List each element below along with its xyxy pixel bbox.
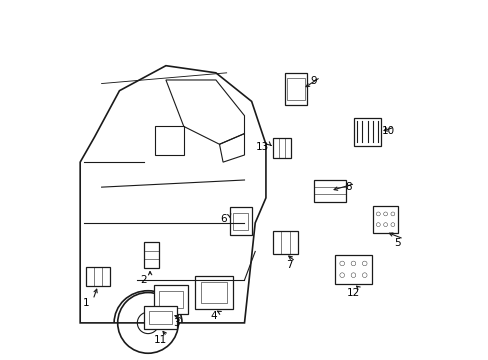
Text: 3: 3 [173, 318, 180, 328]
Bar [201, 282, 227, 303]
Bar [230, 207, 251, 235]
Text: 13: 13 [255, 142, 268, 152]
Bar [149, 311, 171, 324]
Bar [272, 231, 298, 254]
Bar [287, 78, 305, 100]
Text: 7: 7 [285, 260, 292, 270]
Text: 1: 1 [83, 298, 90, 308]
Text: 2: 2 [140, 275, 147, 285]
Bar [313, 180, 346, 202]
Bar [334, 255, 371, 284]
Text: 8: 8 [345, 182, 351, 192]
Bar [86, 267, 110, 286]
Bar [273, 138, 290, 158]
Bar [285, 73, 307, 105]
Text: 10: 10 [381, 126, 394, 136]
Bar [195, 275, 232, 310]
Bar [373, 206, 397, 233]
Bar [154, 285, 188, 314]
Text: 4: 4 [210, 311, 217, 321]
Text: 9: 9 [310, 76, 317, 86]
Bar [144, 242, 159, 269]
Text: 12: 12 [346, 288, 359, 297]
Text: 6: 6 [219, 213, 226, 224]
Bar [159, 291, 183, 309]
Text: 11: 11 [154, 335, 167, 345]
Bar [144, 306, 176, 329]
Text: 5: 5 [393, 238, 400, 248]
Bar [354, 118, 380, 146]
Bar [233, 212, 248, 230]
